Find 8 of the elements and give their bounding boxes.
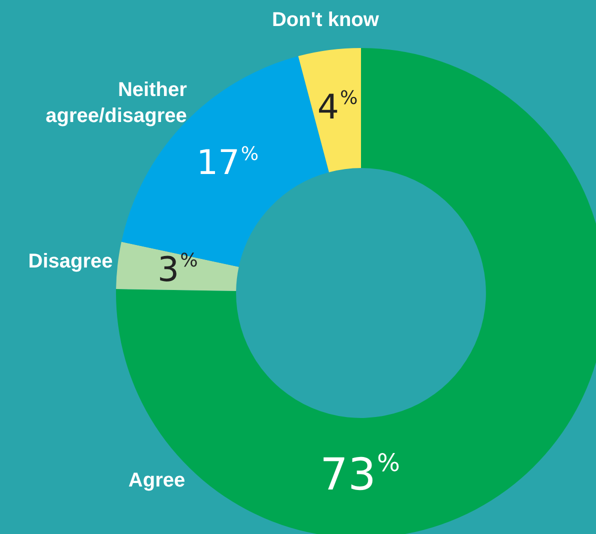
slice-label: Agree [128,469,186,492]
slice-label: Disagree [28,250,113,272]
slice-label: Neither agree/disagree [46,78,188,127]
slice-label: Don't know [272,8,380,31]
data-label: 17% [196,143,259,184]
data-label: 73% [320,449,400,500]
data-label: 4% [317,87,358,128]
data-label: 3% [158,250,198,290]
